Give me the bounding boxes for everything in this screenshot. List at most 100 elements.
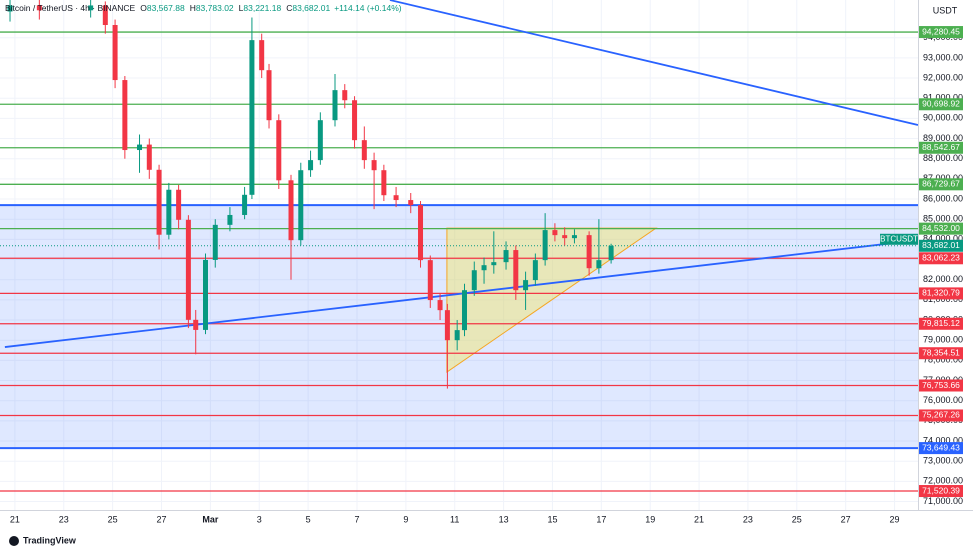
level-tag-label: 73,649.43 [922, 442, 960, 452]
footer [0, 530, 973, 553]
y-tick-label: 74,000.00 [923, 435, 963, 445]
x-tick-label: 25 [792, 514, 802, 524]
y-tick-label: 86,000.00 [923, 193, 963, 203]
y-tick-label: 89,000.00 [923, 133, 963, 143]
level-tag-label: 84,532.00 [922, 223, 960, 233]
y-tick-label: 73,000.00 [923, 456, 963, 466]
candle-body [102, 5, 108, 26]
symbol: Bitcoin / TetherUS · 4h · BINANCE [5, 3, 136, 13]
y-tick-label: 91,000.00 [923, 93, 963, 103]
candle-body [266, 70, 272, 121]
candle-body [185, 219, 191, 320]
x-tick-label: 17 [596, 514, 606, 524]
y-tick-label: 78,000.00 [923, 355, 963, 365]
level-tag-label: 83,062.23 [922, 253, 960, 263]
x-tick-label: 21 [10, 514, 20, 524]
x-tick-label: 13 [499, 514, 509, 524]
level-tag-label: 75,267.26 [922, 410, 960, 420]
candle-body [122, 80, 128, 151]
candle-body [571, 235, 577, 239]
level-tag-label: 94,280.45 [922, 26, 960, 36]
level-tag-label: 79,815.12 [922, 318, 960, 328]
header: Bitcoin / TetherUS · 4h · BINANCE O83,567… [5, 3, 402, 13]
candle-body [418, 205, 424, 261]
candle-body [259, 40, 265, 71]
y-tick-label: 71,000.00 [923, 496, 963, 506]
y-tick-label: 85,000.00 [923, 214, 963, 224]
field-key: H [190, 3, 196, 13]
field-key: O [140, 3, 147, 13]
level-tag [919, 409, 963, 422]
field-value: 83,221.18 [243, 3, 281, 13]
level-tag [919, 485, 963, 498]
candle-body [552, 230, 558, 236]
candle-body [461, 290, 467, 331]
x-tick-label: 11 [450, 514, 459, 524]
candle-body [437, 300, 443, 311]
level-tag [919, 178, 963, 191]
candle-body [242, 194, 248, 215]
field-value: 83,682.01 [292, 3, 330, 13]
candle-body [176, 189, 182, 220]
trend-line [389, 0, 919, 126]
x-tick-label: 23 [743, 514, 753, 524]
level-tag-label: 81,320.79 [922, 288, 960, 298]
candle-body [532, 260, 538, 281]
x-tick-label: 23 [59, 514, 69, 524]
y-tick-label: 72,000.00 [923, 476, 963, 486]
level-tag [919, 442, 963, 455]
y-tick-label: 79,000.00 [923, 335, 963, 345]
field-value: 83,783.02 [196, 3, 234, 13]
candle-body [513, 250, 519, 291]
candle-body [471, 270, 477, 291]
candle-body [308, 160, 314, 171]
candle-body [352, 100, 358, 141]
candle-body [276, 120, 282, 181]
candle-body [444, 310, 450, 341]
candle-body [146, 144, 152, 170]
candle-body [608, 245, 614, 261]
x-tick-label: 7 [354, 514, 359, 524]
level-tag-label: 88,542.67 [922, 142, 960, 152]
candle-body [562, 235, 568, 239]
candle-body [166, 189, 172, 235]
price-tag [919, 239, 963, 252]
candle-body [393, 195, 399, 201]
x-tick-label: 25 [108, 514, 118, 524]
candle-body [202, 259, 208, 330]
level-tag [919, 287, 963, 300]
change: +114.14 (+0.14%) [334, 3, 402, 13]
field-value: 83,567.88 [147, 3, 185, 13]
candle-body [371, 160, 377, 171]
level-tag-label: 78,354.51 [922, 347, 960, 357]
level-tag-label: 71,520.39 [922, 485, 960, 495]
y-tick-label: 76,000.00 [923, 395, 963, 405]
x-tick-label: 5 [306, 514, 311, 524]
plot-area [0, 0, 919, 510]
level-tag [919, 26, 963, 39]
candle-body [361, 140, 367, 161]
currency: USDT [933, 5, 958, 15]
level-tag-label: 86,729.67 [922, 179, 960, 189]
y-tick-label: 90,000.00 [923, 113, 963, 123]
candle-body [454, 330, 460, 341]
y-tick-label: 92,000.00 [923, 72, 963, 82]
candle-body [596, 260, 602, 269]
candle-body [249, 40, 255, 195]
candle-body [7, 5, 13, 12]
candle-body [88, 5, 94, 11]
candle-body [212, 224, 218, 260]
x-tick-label: 29 [890, 514, 900, 524]
candle-body [332, 90, 338, 121]
x-tick-label: 15 [547, 514, 557, 524]
candle-body [381, 170, 387, 196]
candle-body [503, 250, 509, 263]
price-symbol-tag [880, 233, 918, 245]
y-tick-label: 88,000.00 [923, 153, 963, 163]
field-key: C [286, 3, 292, 13]
candle-body [156, 169, 162, 235]
candle-body [427, 260, 433, 301]
field-key: L [239, 3, 244, 13]
candle-body [317, 120, 323, 161]
